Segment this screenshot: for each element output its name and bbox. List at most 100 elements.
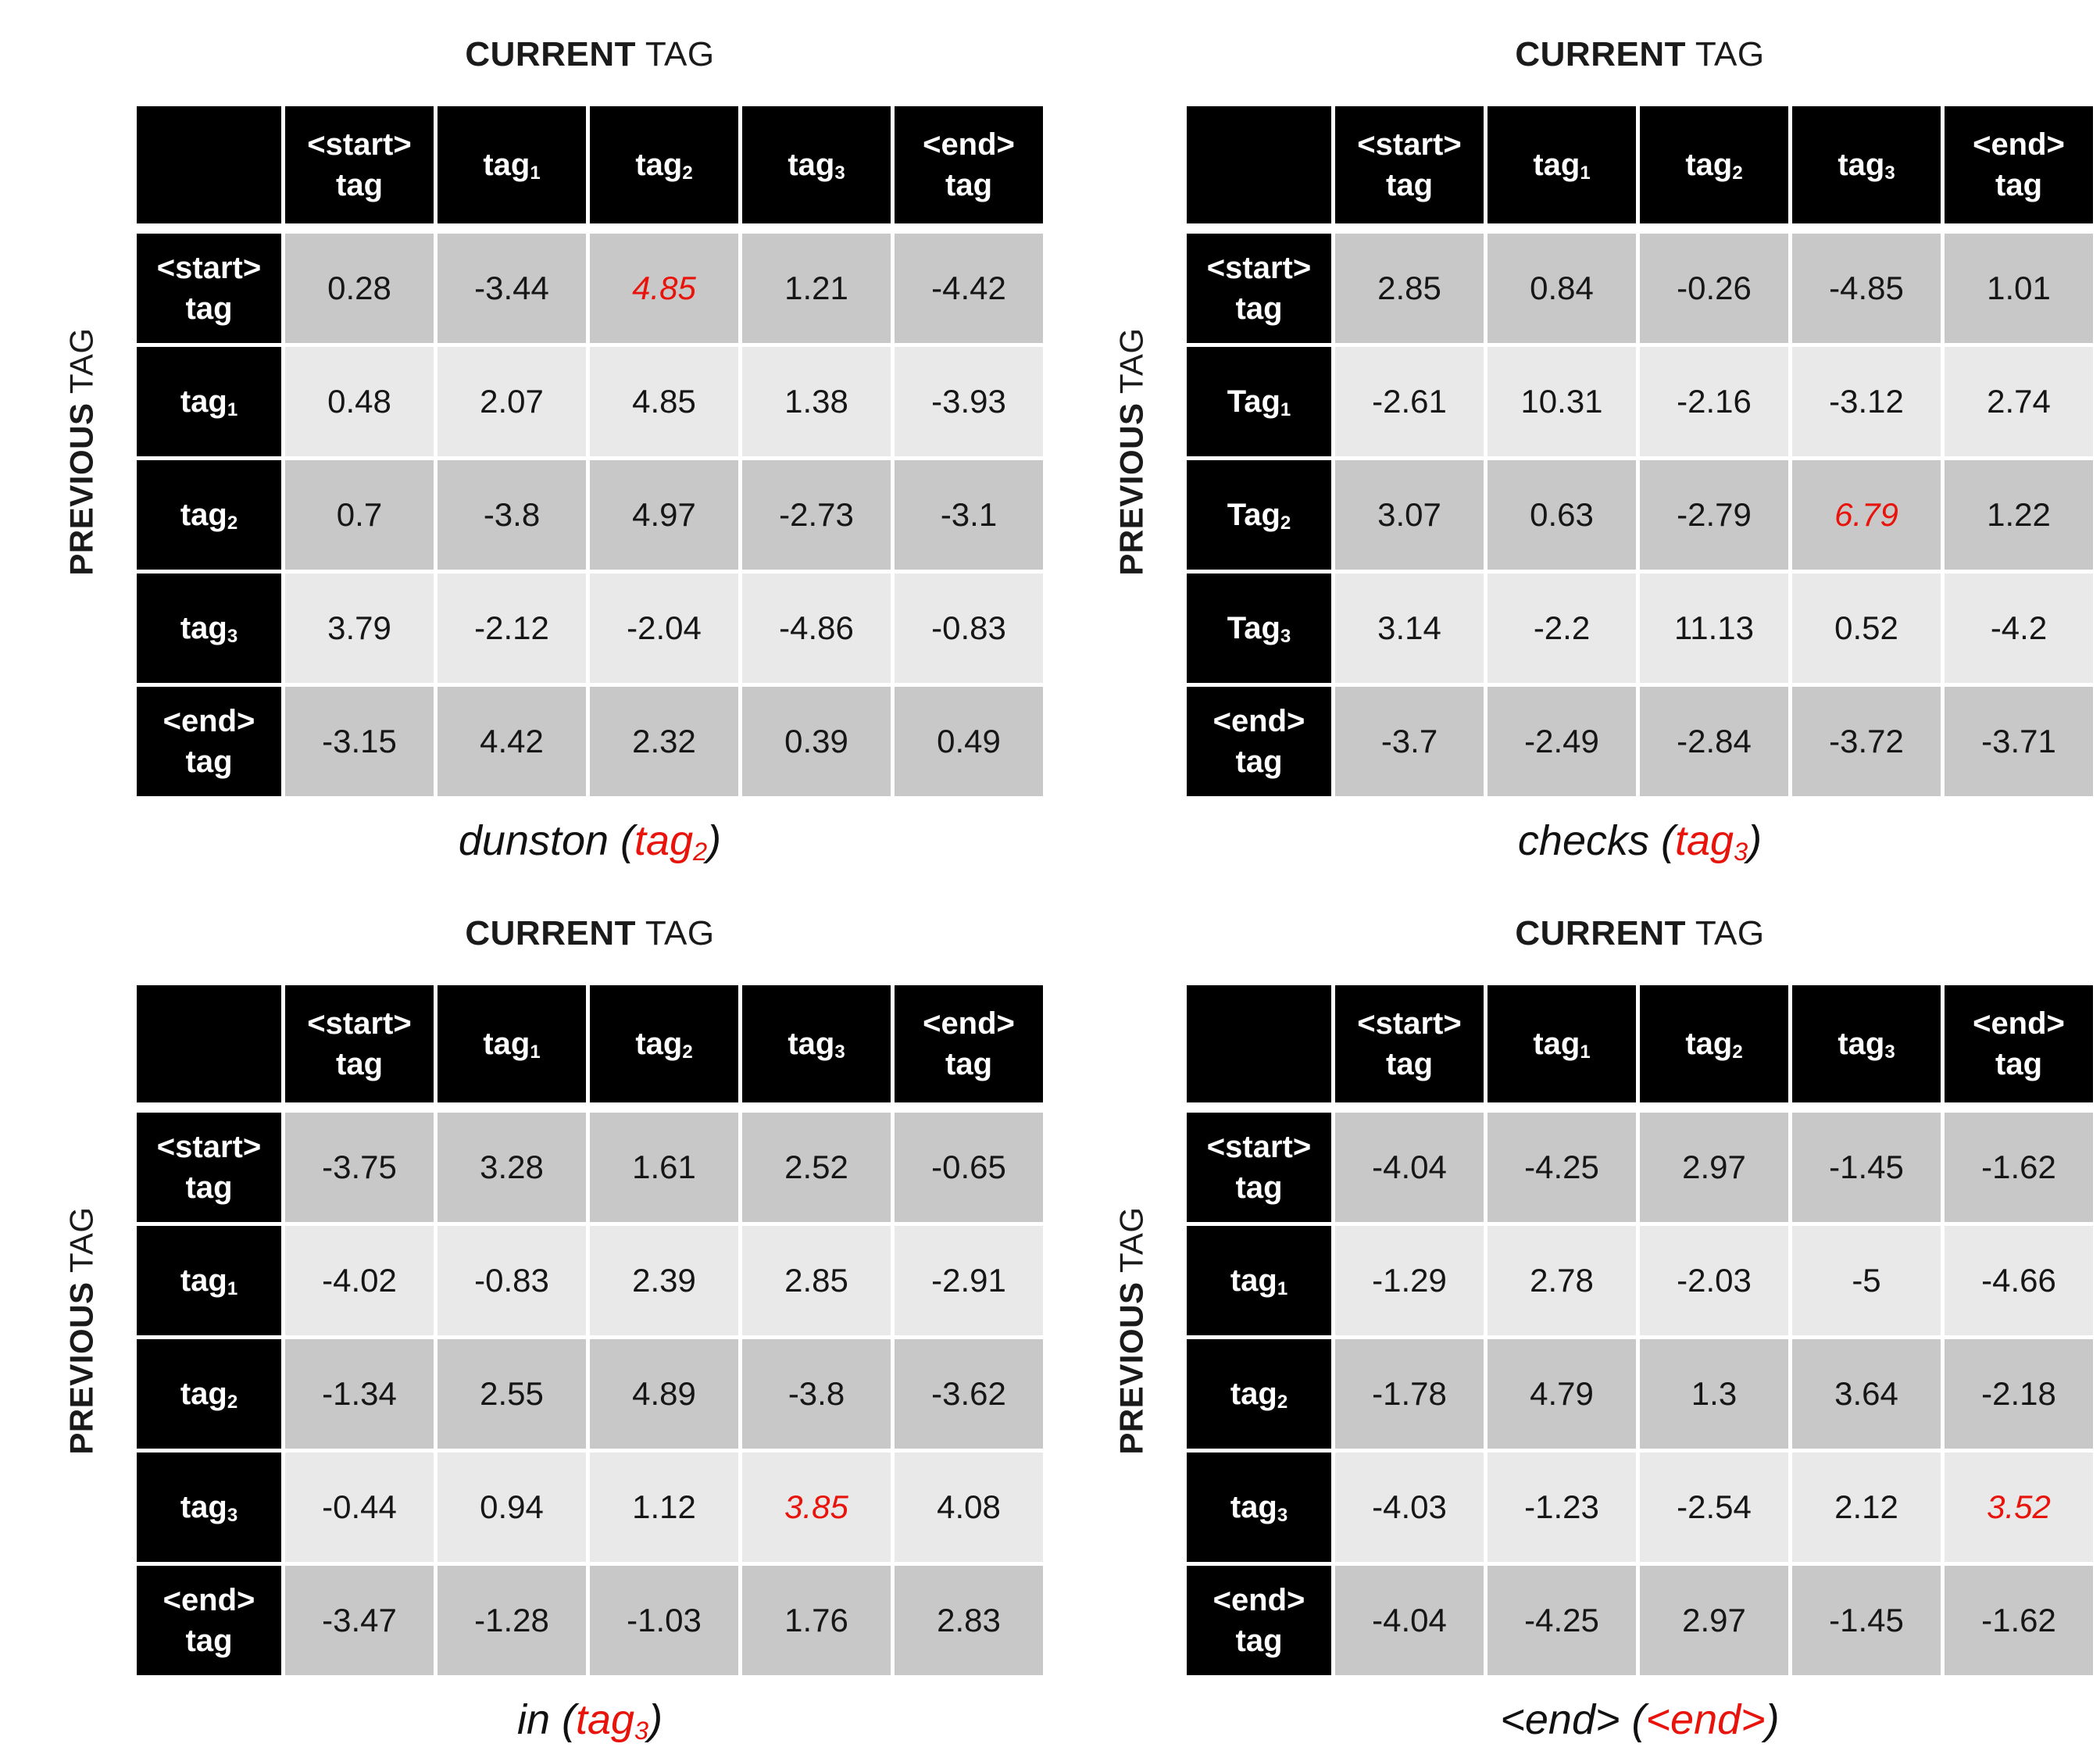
value-cell: -1.62: [1945, 1113, 2093, 1222]
table-header-row: <start> tag tag1 tag2 tag3 <end> tag: [137, 106, 1043, 223]
value-cell: -1.29: [1335, 1226, 1484, 1335]
caption-red-tag: tag2: [634, 817, 708, 866]
value-cell: -3.8: [742, 1339, 891, 1449]
current-tag-title: CURRENT TAG: [1187, 31, 2093, 78]
row-header-cell: <start> tag: [1187, 234, 1331, 343]
value-cell: 4.89: [590, 1339, 738, 1449]
value-cell: 0.49: [895, 687, 1043, 796]
row-header-cell: tag3: [137, 573, 281, 683]
caption-red-tag: tag3: [575, 1696, 649, 1745]
col-header-cell: <start> tag: [285, 106, 434, 223]
value-cell: -4.2: [1945, 573, 2093, 683]
value-cell: 1.61: [590, 1113, 738, 1222]
value-cell: 4.79: [1488, 1339, 1636, 1449]
side-word-tag: TAG: [1113, 327, 1151, 403]
value-cell: 2.55: [438, 1339, 586, 1449]
value-cell: -2.12: [438, 573, 586, 683]
value-cell: -3.62: [895, 1339, 1043, 1449]
value-cell: -3.71: [1945, 687, 2093, 796]
row-header-cell: tag3: [1187, 1452, 1331, 1562]
side-word-previous: PREVIOUS: [1113, 402, 1151, 576]
row-header-cell: tag1: [137, 1226, 281, 1335]
value-cell: -3.15: [285, 687, 434, 796]
table-header-row: <start> tag tag1 tag2 tag3 <end> tag: [137, 985, 1043, 1102]
table-caption: in (tag3): [137, 1694, 1043, 1745]
caption-close-paren: ): [1765, 1696, 1780, 1743]
caption-word: dunston (: [458, 817, 635, 864]
value-cell: 4.08: [895, 1452, 1043, 1562]
row-header-cell: tag1: [1187, 1226, 1331, 1335]
value-cell: -0.44: [285, 1452, 434, 1562]
title-word-tag: TAG: [1685, 914, 1765, 952]
table-caption: dunston (tag2): [137, 815, 1043, 866]
value-cell: -1.34: [285, 1339, 434, 1449]
transition-table: <start> tag tag1 tag2 tag3 <end> tag <start> ta…: [1187, 985, 2093, 1675]
value-cell: 2.74: [1945, 347, 2093, 456]
value-cell: 3.64: [1792, 1339, 1941, 1449]
value-cell: -1.45: [1792, 1113, 1941, 1222]
row-header-cell: <end> tag: [137, 687, 281, 796]
value-cell: -2.16: [1640, 347, 1788, 456]
value-cell: -3.12: [1792, 347, 1941, 456]
col-header-cell: <start> tag: [1335, 106, 1484, 223]
value-cell: 0.94: [438, 1452, 586, 1562]
row-header-cell: tag2: [137, 1339, 281, 1449]
matrix-panel-bottom-left: CURRENT TAG PREVIOUS TAG <start> tag tag1 t…: [0, 879, 1050, 1758]
value-cell: 2.85: [1335, 234, 1484, 343]
caption-close-paren: ): [1748, 817, 1762, 864]
matrix-panel-bottom-right: CURRENT TAG PREVIOUS TAG <start> tag tag1 t…: [1050, 879, 2100, 1758]
corner-cell: [137, 985, 281, 1102]
value-cell: -1.23: [1488, 1452, 1636, 1562]
value-cell: 2.78: [1488, 1226, 1636, 1335]
title-word-current: CURRENT: [1515, 35, 1686, 73]
caption-red-tag: tag3: [1674, 817, 1748, 866]
value-cell: 11.13: [1640, 573, 1788, 683]
col-header-cell: tag2: [1640, 985, 1788, 1102]
col-header-cell: tag2: [590, 985, 738, 1102]
current-tag-title: CURRENT TAG: [1187, 910, 2093, 957]
value-cell: -2.49: [1488, 687, 1636, 796]
title-word-tag: TAG: [1685, 35, 1765, 73]
value-cell: 1.38: [742, 347, 891, 456]
title-word-current: CURRENT: [1515, 914, 1686, 952]
side-word-previous: PREVIOUS: [63, 1281, 101, 1455]
col-header-cell: <end> tag: [895, 106, 1043, 223]
col-header-cell: tag1: [438, 106, 586, 223]
value-cell: 2.83: [895, 1566, 1043, 1675]
value-cell: 3.07: [1335, 460, 1484, 570]
value-cell: -3.1: [895, 460, 1043, 570]
value-cell: -4.66: [1945, 1226, 2093, 1335]
row-header-cell: <end> tag: [137, 1566, 281, 1675]
value-cell: -2.18: [1945, 1339, 2093, 1449]
col-header-cell: <start> tag: [285, 985, 434, 1102]
col-header-cell: tag3: [1792, 106, 1941, 223]
current-tag-title: CURRENT TAG: [137, 910, 1043, 957]
table-caption: <end> (<end>): [1187, 1694, 2093, 1745]
col-header-cell: tag1: [1488, 985, 1636, 1102]
value-cell: -0.83: [438, 1226, 586, 1335]
matrix-panel-top-left: CURRENT TAG PREVIOUS TAG <start> tag tag1 t…: [0, 0, 1050, 879]
value-cell: -1.28: [438, 1566, 586, 1675]
col-header-cell: tag2: [1640, 106, 1788, 223]
row-header-cell: tag2: [137, 460, 281, 570]
value-cell: -0.83: [895, 573, 1043, 683]
title-word-tag: TAG: [635, 914, 715, 952]
value-cell: 0.84: [1488, 234, 1636, 343]
value-cell: -4.25: [1488, 1566, 1636, 1675]
title-word-current: CURRENT: [465, 35, 636, 73]
value-cell: 1.21: [742, 234, 891, 343]
value-cell: -2.84: [1640, 687, 1788, 796]
transition-table: <start> tag tag1 tag2 tag3 <end> tag <start> ta…: [1187, 106, 2093, 796]
value-cell: 3.28: [438, 1113, 586, 1222]
col-header-cell: tag1: [438, 985, 586, 1102]
value-cell: -4.03: [1335, 1452, 1484, 1562]
value-cell: 1.01: [1945, 234, 2093, 343]
caption-word: <end> (: [1500, 1696, 1646, 1743]
row-header-cell: Tag3: [1187, 573, 1331, 683]
previous-tag-label: PREVIOUS TAG: [1077, 985, 1187, 1675]
value-cell: -4.42: [895, 234, 1043, 343]
value-cell: 0.28: [285, 234, 434, 343]
value-cell: 1.3: [1640, 1339, 1788, 1449]
transition-table: <start> tag tag1 tag2 tag3 <end> tag <start> ta…: [137, 106, 1043, 796]
value-cell: -3.44: [438, 234, 586, 343]
